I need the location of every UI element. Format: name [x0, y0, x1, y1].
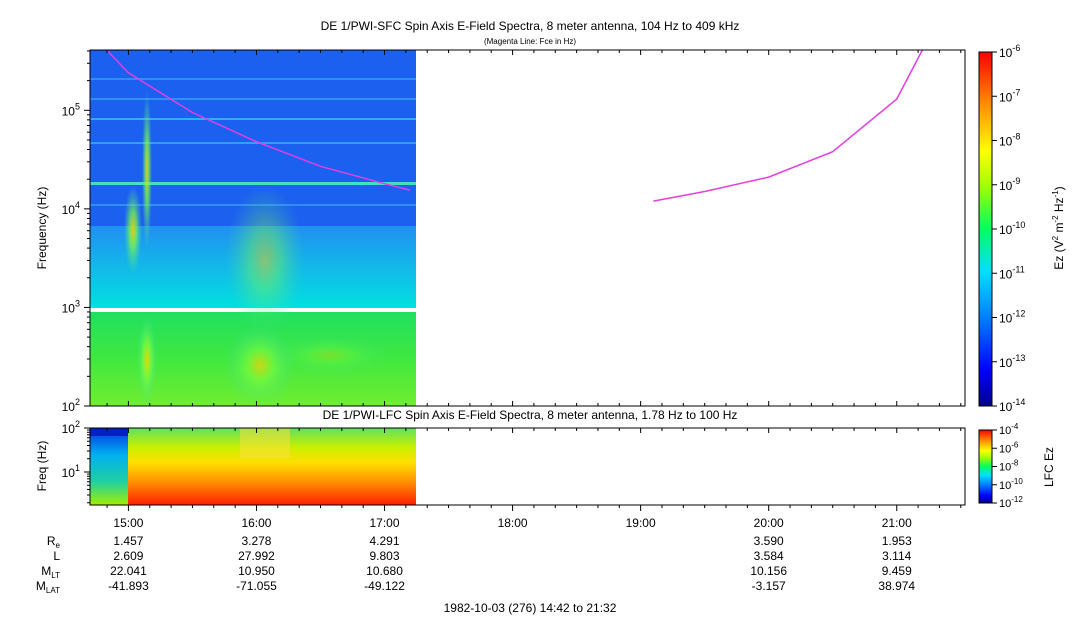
time-tick-label: 21:00 — [882, 516, 912, 530]
ephemeris-value: 3.590 — [754, 534, 784, 548]
lfc-colorbar: 10-4 10-6 10-8 10-10 10-12 LFC Ez — [978, 422, 1056, 510]
ephemeris-value: 9.803 — [370, 549, 400, 563]
time-tick-label: 16:00 — [241, 516, 271, 530]
lfc-title: DE 1/PWI-LFC Spin Axis E-Field Spectra, … — [323, 408, 738, 422]
ephemeris-table: Re 1.457 3.278 4.291 3.590 1.953 L 2.609 27.992 9… — [36, 534, 916, 595]
ephemeris-value: 3.584 — [754, 549, 784, 563]
ephemeris-value: -3.157 — [752, 579, 786, 593]
ephemeris-value: 27.992 — [238, 549, 275, 563]
sfc-colorbar-tick: 10-6 — [999, 43, 1020, 60]
ephemeris-value: 4.291 — [370, 534, 400, 548]
sfc-colorbar-tick: 10-7 — [999, 87, 1020, 104]
sfc-y-axis: 102 103 104 105 — [62, 50, 90, 414]
sfc-y-tick-label: 103 — [62, 298, 80, 315]
ephemeris-value: 2.609 — [113, 549, 143, 563]
sfc-panel: 102 103 104 105 Frequency (Hz) — [35, 49, 966, 414]
ephemeris-value: 9.459 — [882, 564, 912, 578]
sfc-colorbar: 10-6 10-7 10-8 10-9 10-10 10-11 10-12 10-13 10-1… — [978, 43, 1066, 414]
time-tick-label: 17:00 — [370, 516, 400, 530]
lfc-y-tick-label: 101 — [62, 463, 80, 480]
sfc-colorbar-tick: 10-12 — [999, 309, 1025, 326]
sfc-title: DE 1/PWI-SFC Spin Axis E-Field Spectra, … — [321, 19, 740, 33]
ephemeris-value: 3.114 — [882, 549, 911, 563]
sfc-colorbar-tick: 10-8 — [999, 132, 1020, 149]
lfc-colorbar-tick: 10-12 — [999, 495, 1023, 510]
ephemeris-row-label: MLAT — [36, 579, 60, 595]
sfc-subtitle: (Magenta Line: Fce in Hz) — [484, 37, 576, 46]
ephemeris-value: 1.953 — [882, 534, 912, 548]
sfc-colorbar-tick: 10-9 — [999, 176, 1020, 193]
footer-time-range: 1982-10-03 (276) 14:42 to 21:32 — [444, 601, 617, 615]
lfc-colorbar-tick: 10-6 — [999, 440, 1019, 455]
lfc-spectrogram — [90, 428, 416, 505]
ephemeris-value: 38.974 — [878, 579, 915, 593]
sfc-y-label: Frequency (Hz) — [35, 187, 49, 270]
ephemeris-row-label: Re — [47, 534, 61, 550]
ephemeris-value: 10.156 — [750, 564, 787, 578]
lfc-y-axis: 102 101 — [62, 419, 90, 504]
time-tick-label: 18:00 — [498, 516, 528, 530]
sfc-colorbar-tick: 10-10 — [999, 220, 1025, 237]
sfc-colorbar-tick: 10-14 — [999, 397, 1025, 414]
ephemeris-value: 1.457 — [113, 534, 143, 548]
sfc-colorbar-tick: 10-11 — [999, 264, 1025, 281]
ephemeris-value: -71.055 — [236, 579, 277, 593]
time-tick-label: 15:00 — [113, 516, 143, 530]
lfc-y-label: Freq (Hz) — [35, 441, 49, 492]
time-tick-label: 19:00 — [626, 516, 656, 530]
sfc-colorbar-label: Ez (V2 m-2 Hz-1) — [1051, 186, 1066, 269]
ephemeris-row-label: MLT — [41, 564, 60, 580]
ephemeris-value: -49.122 — [364, 579, 405, 593]
lfc-colorbar-label: LFC Ez — [1042, 447, 1056, 487]
ephemeris-value: 3.278 — [241, 534, 271, 548]
lfc-colorbar-tick: 10-10 — [999, 477, 1023, 492]
lfc-panel: 102 101 Freq (Hz) 15:00 16:00 17:00 18:00 19:… — [35, 50, 966, 530]
sfc-spectrogram — [90, 50, 416, 406]
lfc-colorbar-tick: 10-8 — [999, 459, 1019, 474]
lfc-colorbar-tick: 10-4 — [999, 422, 1019, 437]
lfc-y-tick-label: 102 — [62, 419, 80, 436]
ephemeris-row-label: L — [53, 549, 60, 563]
ephemeris-value: 22.041 — [110, 564, 147, 578]
sfc-y-tick-label: 105 — [62, 101, 80, 118]
fce-line — [106, 49, 924, 202]
time-axis: 15:00 16:00 17:00 18:00 19:00 20:00 21:00 — [106, 50, 962, 530]
sfc-colorbar-tick: 10-13 — [999, 353, 1025, 370]
ephemeris-value: 10.950 — [238, 564, 275, 578]
ephemeris-value: 10.680 — [366, 564, 403, 578]
sfc-y-tick-label: 104 — [62, 200, 80, 217]
ephemeris-value: -41.893 — [108, 579, 149, 593]
sfc-y-tick-label: 102 — [62, 397, 80, 414]
time-tick-label: 20:00 — [754, 516, 784, 530]
